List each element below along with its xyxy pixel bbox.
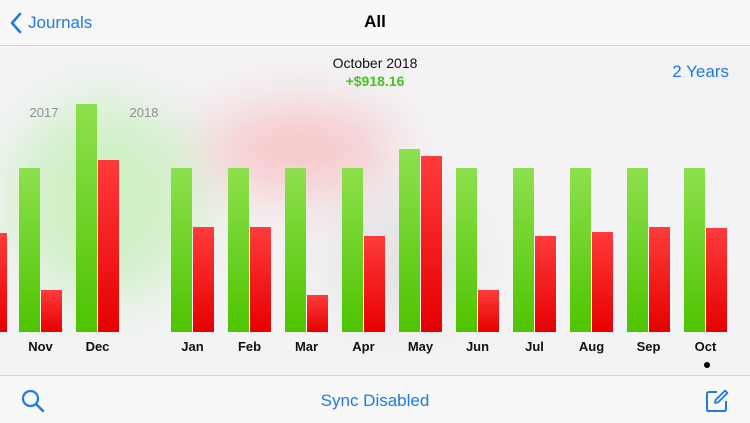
sync-status[interactable]: Sync Disabled — [320, 391, 430, 410]
month-label: Aug — [579, 339, 604, 354]
month-label: Oct — [695, 339, 717, 354]
month-label: Jul — [525, 339, 544, 354]
month-label: Nov — [28, 339, 53, 354]
bar-red-apr[interactable] — [364, 236, 385, 332]
bar-green-aug[interactable] — [570, 168, 591, 332]
bar-red-feb[interactable] — [250, 227, 271, 332]
bar-green-jun[interactable] — [456, 168, 477, 332]
chevron-left-icon — [10, 12, 22, 34]
bar-red-mar[interactable] — [307, 295, 328, 332]
bar-green-jan[interactable] — [171, 168, 192, 332]
month-label: Jun — [466, 339, 489, 354]
page-title: All — [364, 12, 386, 31]
period-title: October 2018 — [332, 55, 418, 71]
month-label: Dec — [86, 339, 110, 354]
bar-green-may[interactable] — [399, 149, 420, 332]
bar-green-nov[interactable] — [19, 168, 40, 332]
bar-green-apr[interactable] — [342, 168, 363, 332]
search-icon — [21, 389, 45, 413]
range-button[interactable]: 2 Years — [672, 62, 729, 81]
bar-red-nov[interactable] — [41, 290, 62, 332]
back-button[interactable]: Journals — [10, 10, 92, 36]
compose-icon — [706, 389, 729, 412]
page-indicator — [704, 362, 710, 368]
compose-button[interactable] — [704, 388, 730, 414]
back-label: Journals — [28, 13, 93, 32]
search-button[interactable] — [20, 388, 46, 414]
bar-red-jan[interactable] — [193, 227, 214, 332]
bar-green-oct[interactable] — [684, 168, 705, 332]
bottom-toolbar: Sync Disabled — [0, 375, 750, 423]
month-label: Sep — [637, 339, 661, 354]
bar-green-mar[interactable] — [285, 168, 306, 332]
period-value: +$918.16 — [345, 73, 405, 89]
bar-red-jul[interactable] — [535, 236, 556, 332]
bar-red-dec[interactable] — [98, 160, 119, 332]
bar-red-aug[interactable] — [592, 232, 613, 332]
month-label: Apr — [352, 339, 374, 354]
bar-green-sep[interactable] — [627, 168, 648, 332]
navigation-bar: Journals All — [0, 0, 750, 46]
bar-green-feb[interactable] — [228, 168, 249, 332]
month-label: Mar — [295, 339, 318, 354]
bar-red-oct[interactable] — [706, 228, 727, 332]
month-label: Feb — [238, 339, 261, 354]
bar-red-partial[interactable] — [0, 233, 7, 332]
year-label: 2018 — [130, 105, 159, 120]
month-label: May — [408, 339, 434, 354]
bar-red-sep[interactable] — [649, 227, 670, 332]
bar-red-may[interactable] — [421, 156, 442, 332]
bar-green-dec[interactable] — [76, 104, 97, 332]
year-label: 2017 — [30, 105, 59, 120]
bar-green-jul[interactable] — [513, 168, 534, 332]
month-label: Jan — [181, 339, 203, 354]
bar-red-jun[interactable] — [478, 290, 499, 332]
